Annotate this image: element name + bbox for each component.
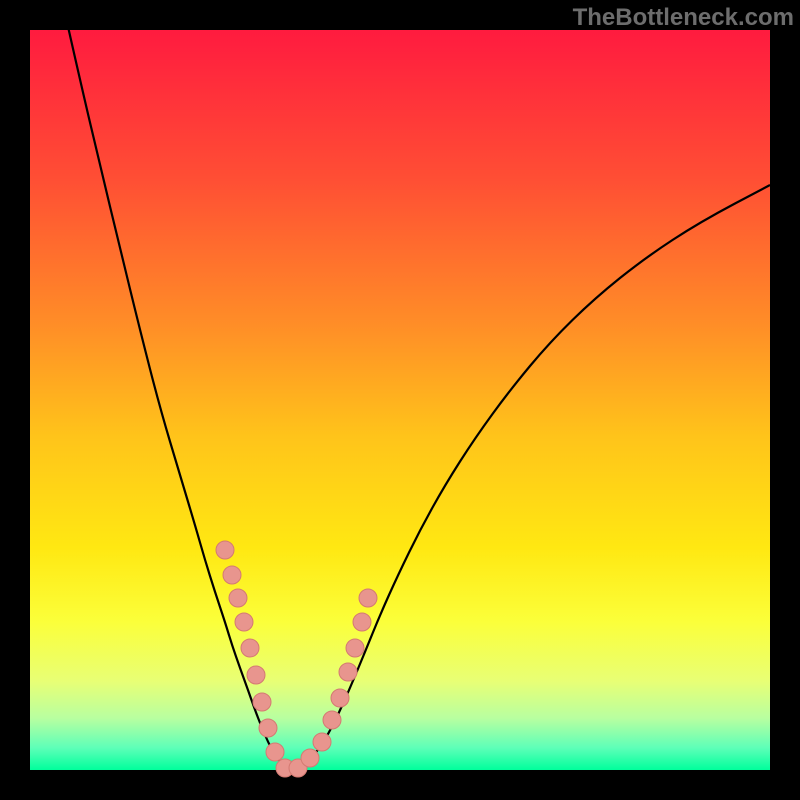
data-marker: [216, 541, 234, 559]
data-marker: [346, 639, 364, 657]
data-marker: [259, 719, 277, 737]
plot-background: [30, 30, 770, 770]
data-marker: [359, 589, 377, 607]
data-marker: [266, 743, 284, 761]
chart-svg: [0, 0, 800, 800]
data-marker: [353, 613, 371, 631]
data-marker: [229, 589, 247, 607]
data-marker: [223, 566, 241, 584]
data-marker: [253, 693, 271, 711]
data-marker: [339, 663, 357, 681]
chart-container: TheBottleneck.com: [0, 0, 800, 800]
data-marker: [235, 613, 253, 631]
data-marker: [323, 711, 341, 729]
watermark-text: TheBottleneck.com: [573, 4, 794, 32]
data-marker: [331, 689, 349, 707]
data-marker: [301, 749, 319, 767]
data-marker: [241, 639, 259, 657]
data-marker: [313, 733, 331, 751]
data-marker: [247, 666, 265, 684]
